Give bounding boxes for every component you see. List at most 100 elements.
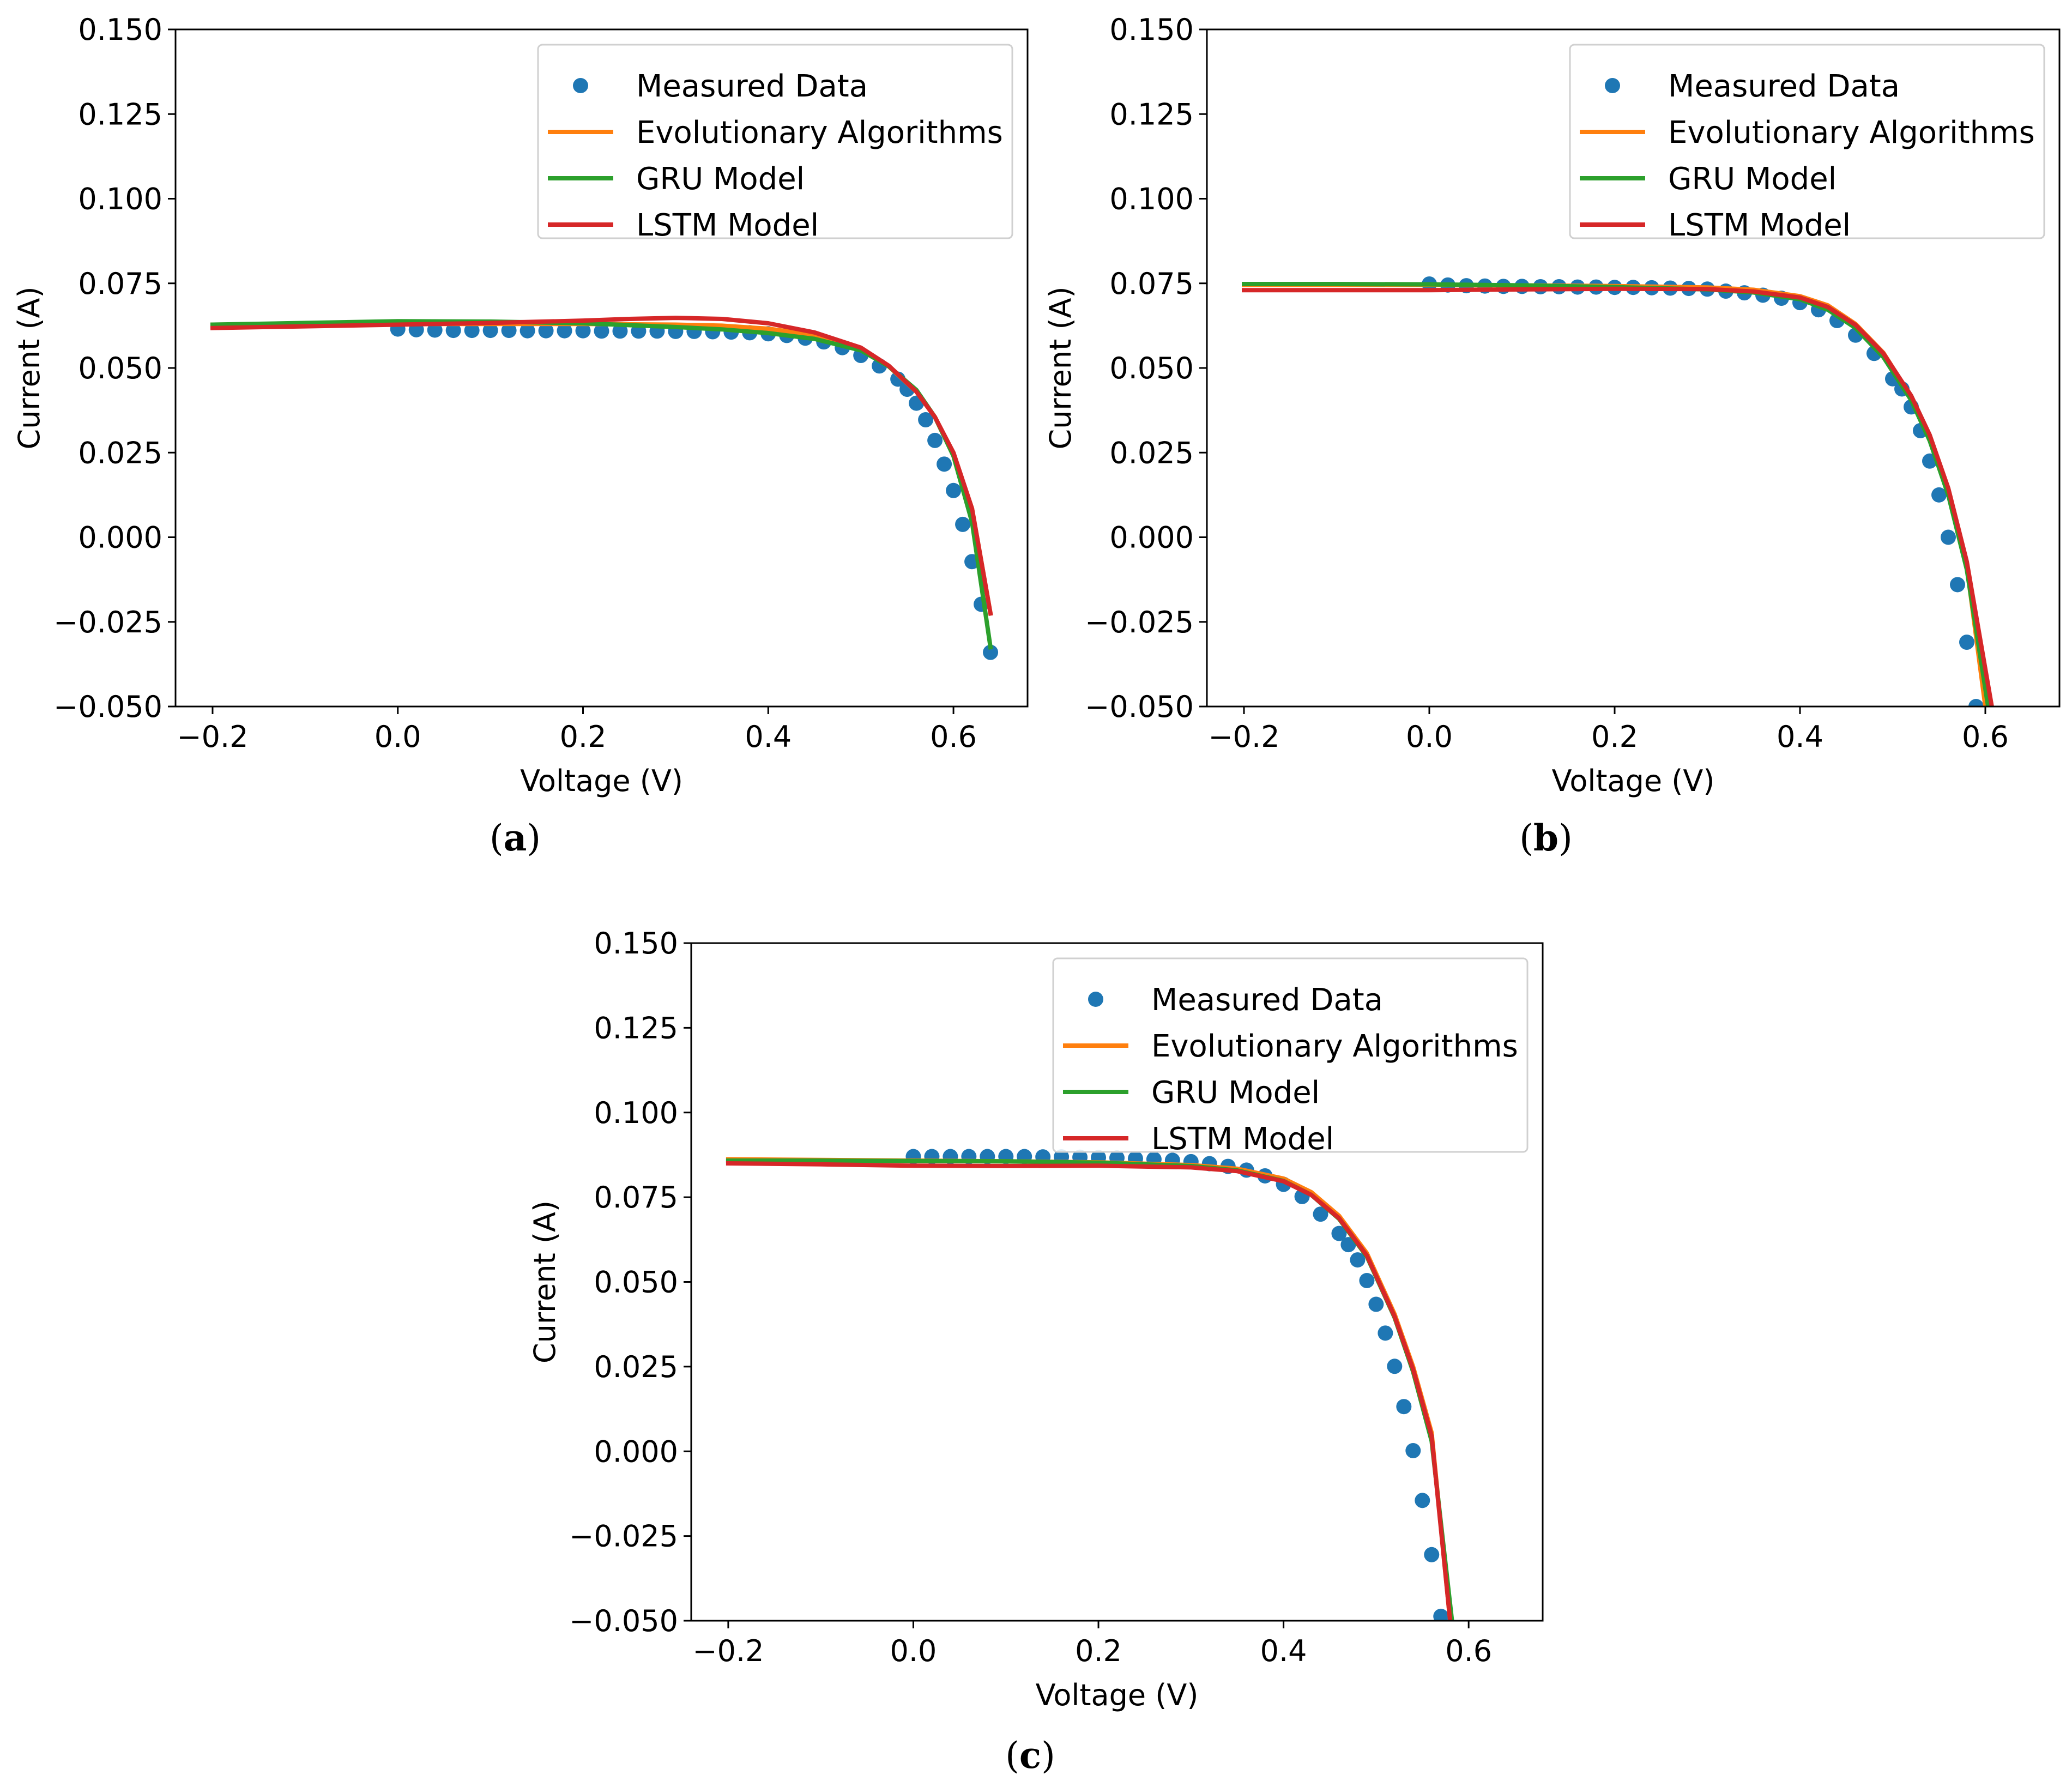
legend-box (537, 44, 1013, 239)
y-tick-label: 0.075 (594, 1180, 678, 1215)
measured-data-point (1931, 487, 1947, 503)
measured-data-point (1433, 1608, 1449, 1621)
y-tick-label: 0.150 (78, 13, 162, 47)
y-tick-label: 0.100 (594, 1096, 678, 1130)
axes-frame (690, 942, 1544, 1622)
x-tick-label: −0.2 (1208, 720, 1279, 754)
legend-label: GRU Model (636, 161, 805, 197)
y-tick-label: 0.050 (1109, 351, 1194, 385)
lstm-model-line (210, 316, 993, 616)
plot-area (726, 1149, 1454, 1621)
x-tick-label: 0.0 (374, 720, 421, 754)
plot-area (1242, 276, 1994, 707)
x-tick-label: 0.2 (1591, 720, 1638, 754)
measured-data-point (575, 323, 591, 339)
x-tick-label: 0.0 (1406, 720, 1453, 754)
measured-data-point (1405, 1443, 1421, 1459)
y-tick-label: 0.150 (1109, 13, 1194, 47)
measured-data-point (1396, 1399, 1412, 1415)
legend-box (1052, 957, 1529, 1153)
measured-data-point (946, 482, 962, 498)
caption-b: (b) (1519, 817, 1573, 859)
legend-label: Evolutionary Algorithms (636, 115, 1003, 150)
panel-a: −0.2 0.0 0.2 0.4 0.6 −0.050 −0.025 0.000 0.025 0.… (12, 13, 1029, 798)
caption-c: (c) (1005, 1734, 1055, 1777)
x-tick-label: −0.2 (692, 1634, 764, 1668)
y-tick-label: 0.025 (1109, 436, 1194, 470)
measured-data-point (501, 323, 517, 339)
measured-data-point (464, 323, 480, 339)
measured-data-point (955, 516, 971, 532)
lstm-model-line (726, 1161, 1453, 1621)
legend-label: GRU Model (1151, 1075, 1320, 1110)
y-tick-label: 0.000 (594, 1434, 678, 1469)
legend-label: Evolutionary Algorithms (1151, 1029, 1518, 1064)
y-tick-label: 0.000 (78, 521, 162, 555)
measured-data-point (1968, 699, 1984, 707)
measured-data-point (1378, 1325, 1393, 1341)
measured-data-point (1368, 1296, 1384, 1312)
y-tick-label: 0.125 (1109, 97, 1194, 131)
x-tick-label: 0.2 (1075, 1634, 1122, 1668)
x-axis-label: Voltage (V) (520, 764, 683, 798)
legend-label: Evolutionary Algorithms (1668, 115, 2035, 150)
y-tick-label: 0.100 (1109, 182, 1194, 216)
y-tick-label: −0.025 (569, 1519, 678, 1554)
legend-label: Measured Data (1151, 982, 1383, 1018)
measured-data-point (1331, 1225, 1347, 1241)
axes-frame (1206, 28, 2061, 708)
x-tick-label: 0.2 (560, 720, 607, 754)
x-axis-label: Voltage (V) (1552, 764, 1715, 798)
y-axis-label: Current (A) (12, 286, 46, 449)
legend-marker-icon (1088, 992, 1103, 1007)
y-tick-label: −0.025 (53, 605, 162, 639)
legend-label: LSTM Model (636, 208, 819, 243)
y-axis-label: Current (A) (1043, 286, 1078, 449)
measured-data-point (1387, 1359, 1403, 1374)
axes-frame (174, 28, 1029, 708)
measured-data-point (1415, 1493, 1430, 1508)
measured-data-point (1950, 577, 1965, 593)
legend-box (1569, 44, 2045, 239)
measured-data-point (612, 323, 628, 339)
y-tick-label: −0.050 (53, 690, 162, 724)
panel-c: −0.2 0.0 0.2 0.4 0.6 −0.050 −0.025 0.000 0.025 0.… (528, 926, 1544, 1712)
y-tick-label: 0.075 (78, 267, 162, 301)
caption-a: (a) (490, 817, 541, 859)
y-tick-label: 0.025 (78, 436, 162, 470)
x-tick-label: 0.6 (930, 720, 977, 754)
y-tick-label: 0.150 (594, 926, 678, 961)
measured-data-point (1313, 1206, 1328, 1222)
legend-label: Measured Data (1668, 69, 1900, 104)
measured-data-point (594, 323, 609, 339)
measured-data-point (937, 456, 952, 472)
measured-data-point (557, 323, 572, 339)
panel-b: −0.2 0.0 0.2 0.4 0.6 −0.050 −0.025 0.000 0.025 0.… (1043, 13, 2061, 798)
measured-data-point (427, 322, 443, 338)
x-tick-label: 0.0 (890, 1634, 937, 1668)
y-tick-label: 0.025 (594, 1350, 678, 1384)
legend-label: GRU Model (1668, 161, 1837, 197)
measured-data-point (1340, 1237, 1356, 1253)
measured-data-point (927, 432, 943, 448)
x-tick-label: −0.2 (177, 720, 248, 754)
x-tick-label: 0.4 (1777, 720, 1823, 754)
y-tick-label: 0.125 (78, 97, 162, 131)
x-tick-label: 0.6 (1962, 720, 2009, 754)
measured-data-point (983, 644, 999, 660)
y-tick-label: 0.075 (1109, 267, 1194, 301)
y-tick-label: −0.050 (1085, 690, 1194, 724)
measured-data-point (538, 323, 554, 339)
measured-data-point (1359, 1273, 1375, 1289)
measured-data-point (918, 412, 934, 428)
y-tick-label: 0.100 (78, 182, 162, 216)
x-tick-label: 0.4 (1260, 1634, 1307, 1668)
legend-label: LSTM Model (1668, 208, 1851, 243)
y-tick-label: 0.050 (78, 351, 162, 385)
measured-data-point (1959, 635, 1974, 650)
lstm-model-line (1242, 286, 1994, 707)
y-tick-label: 0.125 (594, 1011, 678, 1045)
x-tick-label: 0.4 (745, 720, 792, 754)
legend-marker-icon (1605, 78, 1620, 93)
